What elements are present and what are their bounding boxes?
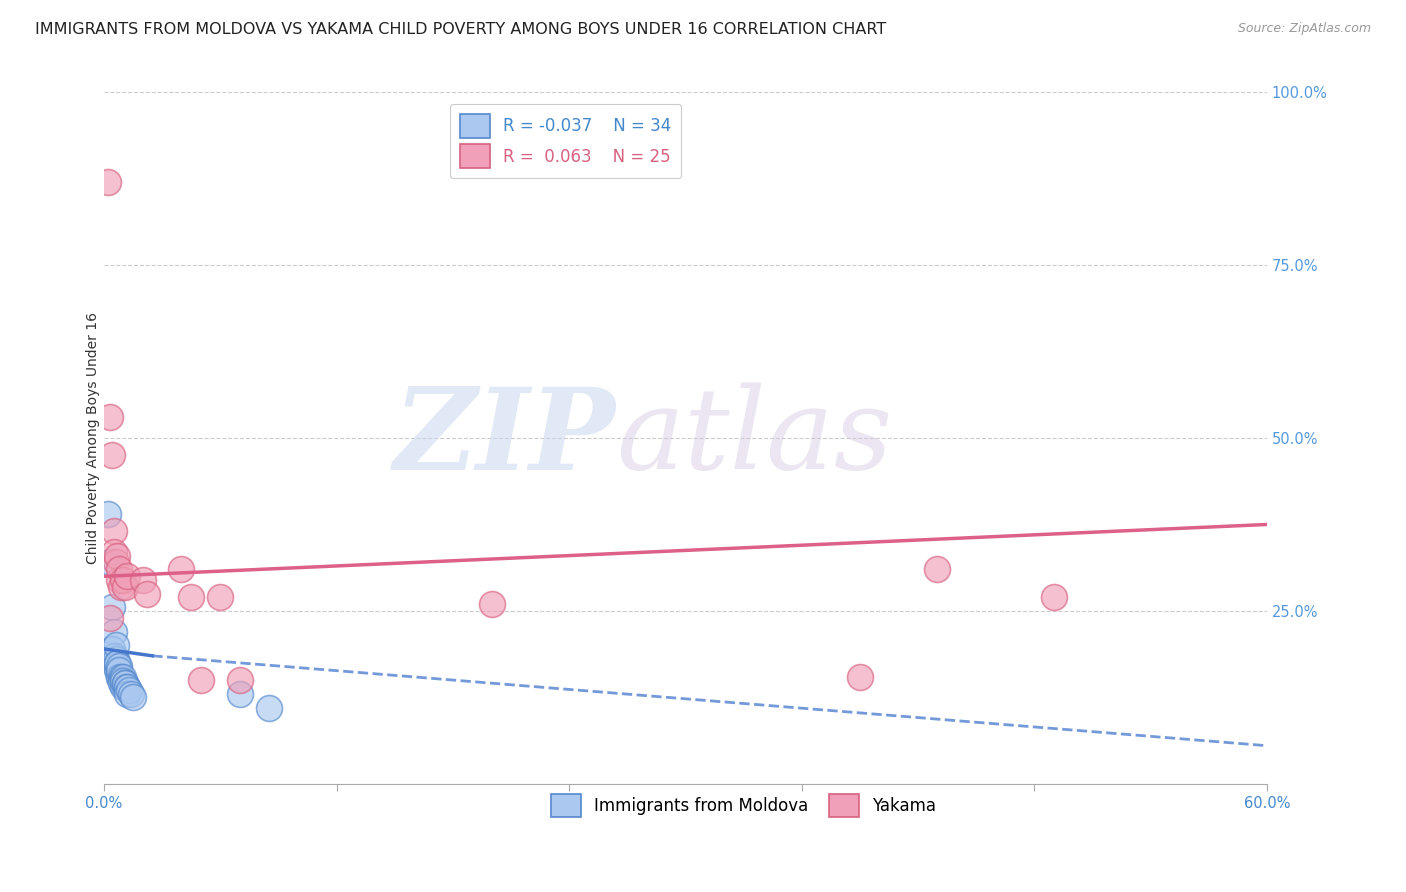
Point [209,590,232,604]
Point [190,673,212,687]
Point [180,590,202,604]
Point [107,549,129,563]
Point [108,562,131,576]
Point [228,673,250,687]
Point [103,545,125,559]
Point [115,569,138,583]
Point [100,641,122,656]
Point [118,683,141,698]
Point [100,600,122,615]
Point [112,669,135,683]
Point [98,611,121,625]
Point [114,680,136,694]
Text: Source: ZipAtlas.com: Source: ZipAtlas.com [1237,22,1371,36]
Point [112,680,135,694]
Point [108,669,131,683]
Point [107,656,129,670]
Point [108,663,131,677]
Point [115,680,138,694]
Point [98,410,121,425]
Point [927,562,949,576]
Point [104,639,127,653]
Point [110,580,132,594]
Point [112,573,135,587]
Point [849,669,872,683]
Point [114,676,136,690]
Point [114,580,136,594]
Point [108,573,131,587]
Point [120,687,142,701]
Point [1042,590,1064,604]
Point [108,669,131,683]
Point [122,690,145,705]
Point [104,659,127,673]
Point [103,524,125,539]
Point [135,586,157,600]
Text: IMMIGRANTS FROM MOLDOVA VS YAKAMA CHILD POVERTY AMONG BOYS UNDER 16 CORRELATION : IMMIGRANTS FROM MOLDOVA VS YAKAMA CHILD … [35,22,886,37]
Text: ZIP: ZIP [394,383,616,493]
Point [481,597,503,611]
Point [97,175,120,189]
Point [257,700,280,714]
Point [103,648,125,663]
Point [103,624,125,639]
Point [104,556,127,570]
Point [115,680,138,694]
Point [115,687,138,701]
Point [100,448,122,462]
Point [110,673,132,687]
Point [112,673,135,687]
Text: atlas: atlas [616,383,891,493]
Point [97,507,120,521]
Point [228,687,250,701]
Point [170,562,193,576]
Point [110,676,132,690]
Point [98,556,121,570]
Point [131,573,153,587]
Y-axis label: Child Poverty Among Boys Under 16: Child Poverty Among Boys Under 16 [86,312,100,564]
Point [110,669,132,683]
Point [107,663,129,677]
Point [108,659,131,673]
Legend: Immigrants from Moldova, Yakama: Immigrants from Moldova, Yakama [544,787,943,824]
Point [107,656,129,670]
Point [112,674,135,689]
Point [104,652,127,666]
Point [114,676,136,690]
